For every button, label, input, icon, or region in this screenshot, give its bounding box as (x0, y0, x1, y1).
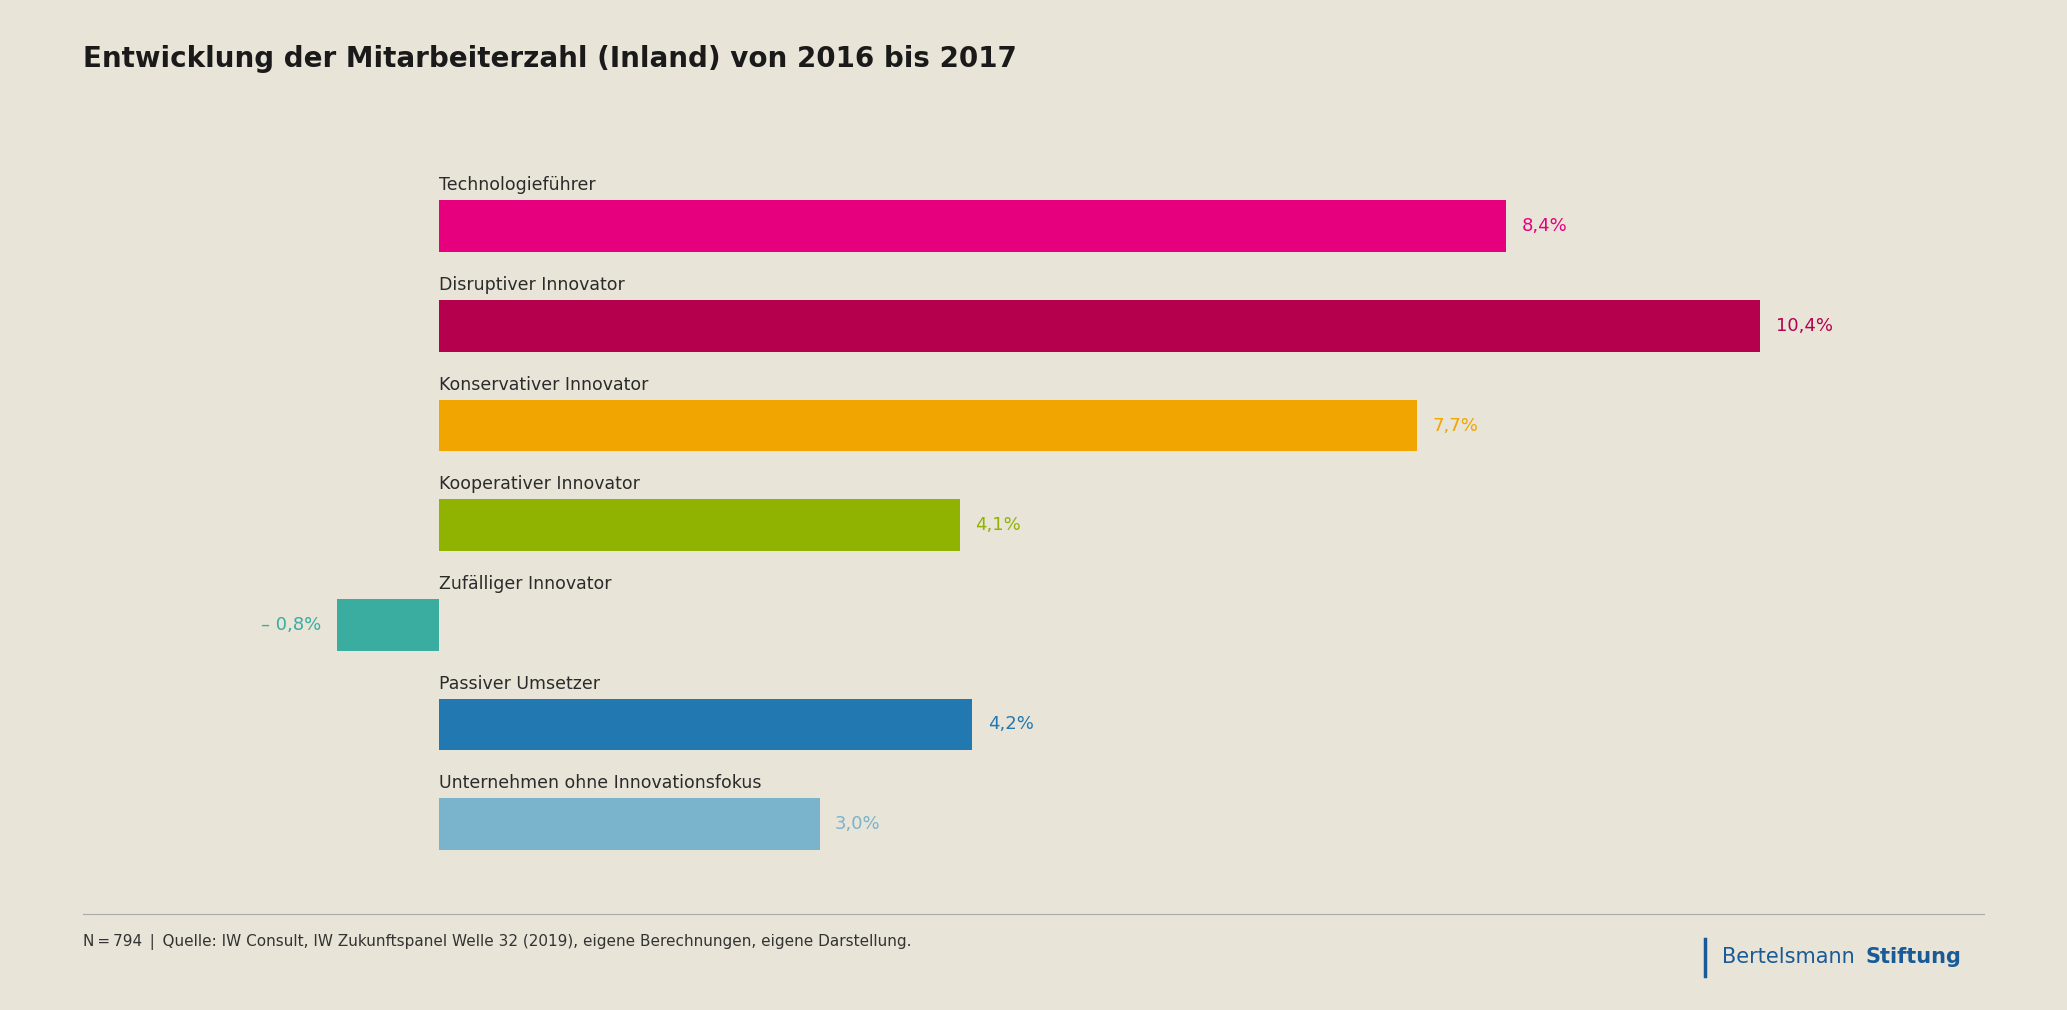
Bar (337, 599, 438, 650)
Bar (438, 400, 1418, 451)
Text: Unternehmen ohne Innovationsfokus: Unternehmen ohne Innovationsfokus (438, 775, 761, 792)
Bar (438, 499, 959, 551)
Text: – 0,8%: – 0,8% (263, 616, 322, 634)
Text: Passiver Umsetzer: Passiver Umsetzer (438, 675, 599, 693)
Text: Entwicklung der Mitarbeiterzahl (Inland) von 2016 bis 2017: Entwicklung der Mitarbeiterzahl (Inland)… (83, 45, 1017, 74)
Text: Konservativer Innovator: Konservativer Innovator (438, 376, 649, 394)
Text: Stiftung: Stiftung (1864, 947, 1962, 968)
Bar (438, 798, 821, 850)
Text: Kooperativer Innovator: Kooperativer Innovator (438, 476, 639, 493)
Text: 4,1%: 4,1% (976, 516, 1021, 534)
Text: 10,4%: 10,4% (1776, 317, 1833, 335)
Bar (438, 200, 1507, 252)
Text: Disruptiver Innovator: Disruptiver Innovator (438, 276, 624, 294)
Text: N = 794 | Quelle: IW Consult, IW Zukunftspanel Welle 32 (2019), eigene Berechnun: N = 794 | Quelle: IW Consult, IW Zukunft… (83, 934, 912, 950)
Text: 7,7%: 7,7% (1432, 416, 1478, 434)
Text: Bertelsmann: Bertelsmann (1722, 947, 1854, 968)
Bar (438, 699, 971, 750)
Text: 3,0%: 3,0% (835, 815, 881, 833)
Text: Zufälliger Innovator: Zufälliger Innovator (438, 575, 612, 593)
Bar (438, 300, 1761, 351)
Text: 4,2%: 4,2% (988, 715, 1034, 733)
Text: Technologieführer: Technologieführer (438, 177, 595, 195)
Text: 8,4%: 8,4% (1521, 217, 1567, 235)
